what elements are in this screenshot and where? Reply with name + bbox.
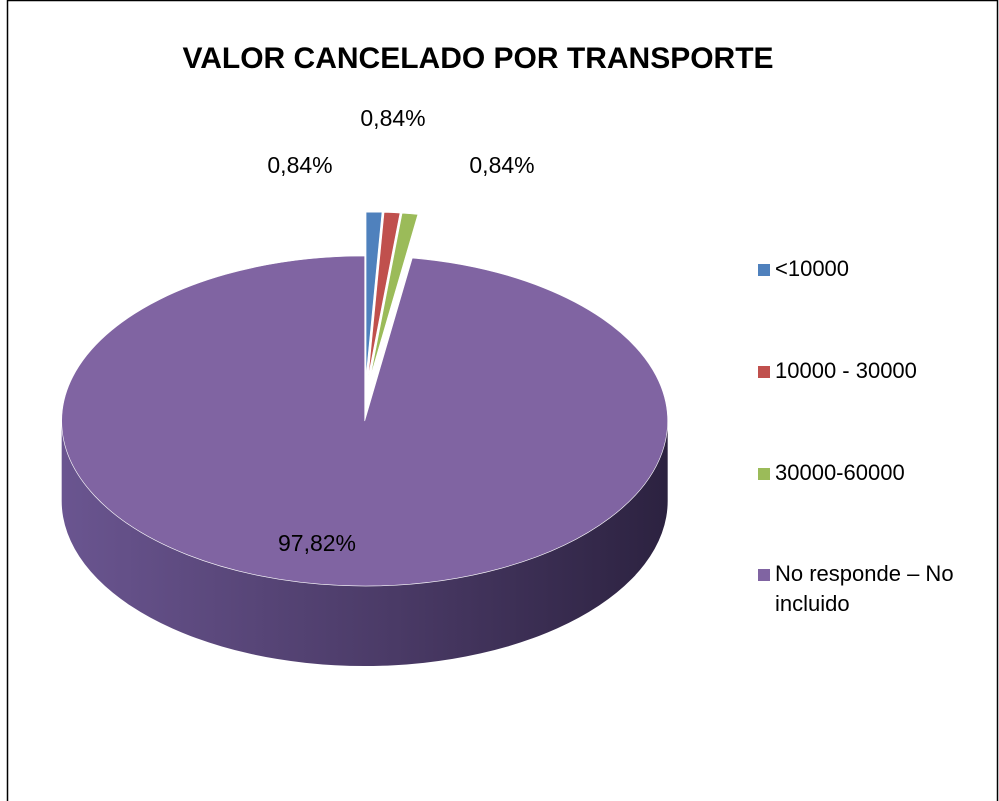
legend-label: No responde – No incluido — [775, 561, 954, 616]
pie-slice — [367, 212, 401, 378]
legend-swatch — [758, 366, 770, 378]
pie-slice — [365, 211, 383, 378]
data-label: 0,84% — [267, 152, 332, 178]
pie-slice — [61, 255, 668, 587]
legend-label: <10000 — [775, 256, 849, 281]
legend-label: 30000-60000 — [775, 460, 905, 485]
pie-slice-side — [61, 420, 668, 666]
legend-swatch — [758, 264, 770, 276]
data-label: 0,84% — [360, 105, 425, 131]
legend-swatch — [758, 569, 770, 581]
data-label: 97,82% — [278, 530, 356, 556]
legend-swatch — [758, 468, 770, 480]
pie-slice — [369, 212, 419, 378]
legend-label: 10000 - 30000 — [775, 358, 917, 383]
data-label: 0,84% — [469, 152, 534, 178]
chart-title: VALOR CANCELADO POR TRANSPORTE — [182, 42, 773, 75]
